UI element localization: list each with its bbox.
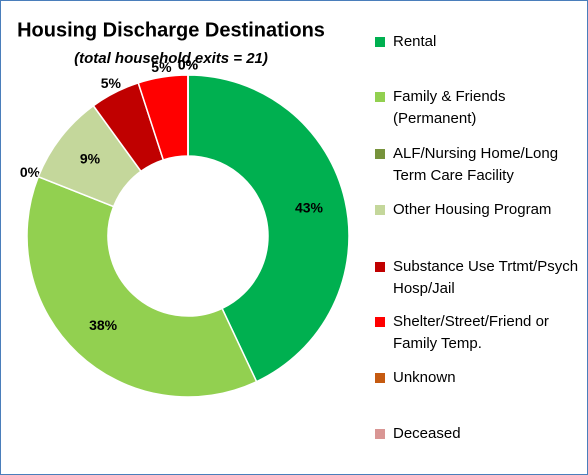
legend-item: Other Housing Program: [375, 199, 580, 221]
data-label: 0%: [20, 164, 41, 180]
legend-swatch: [375, 262, 385, 272]
legend-item: Substance Use Trtmt/Psych Hosp/Jail: [375, 256, 580, 300]
legend-label: Family & Friends (Permanent): [393, 88, 506, 127]
legend-label: Rental: [393, 33, 437, 50]
data-label: 38%: [89, 317, 118, 333]
legend-label: Shelter/Street/Friend or Family Temp.: [393, 313, 549, 352]
legend-swatch: [375, 373, 385, 383]
data-label: 43%: [295, 200, 324, 216]
donut-slice: [187, 74, 350, 383]
legend-item: Family & Friends (Permanent): [375, 86, 580, 130]
chart-title: Housing Discharge Destinations: [17, 19, 325, 41]
legend-swatch: [375, 149, 385, 159]
legend-item: Unknown: [375, 367, 580, 389]
legend-label: Other Housing Program: [393, 201, 552, 218]
data-label: 0%: [178, 57, 199, 73]
legend-swatch: [375, 37, 385, 47]
donut-slice: [26, 175, 258, 398]
legend-item: Deceased: [375, 423, 580, 445]
legend-swatch: [375, 317, 385, 327]
legend-item: ALF/Nursing Home/Long Term Care Facility: [375, 143, 580, 187]
legend-item: Shelter/Street/Friend or Family Temp.: [375, 311, 580, 355]
data-label: 5%: [101, 75, 122, 91]
legend-swatch: [375, 92, 385, 102]
legend-swatch: [375, 429, 385, 439]
legend-item: Rental: [375, 31, 580, 53]
legend-swatch: [375, 205, 385, 215]
data-label: 5%: [151, 59, 172, 75]
legend-label: Unknown: [393, 369, 456, 386]
legend-label: Substance Use Trtmt/Psych Hosp/Jail: [393, 258, 579, 297]
chart-subtitle: (total household exits = 21): [74, 50, 268, 67]
data-label: 0%: [178, 57, 199, 73]
legend-label: ALF/Nursing Home/Long Term Care Facility: [393, 145, 559, 184]
data-label: 9%: [80, 151, 101, 167]
legend-label: Deceased: [393, 425, 461, 442]
